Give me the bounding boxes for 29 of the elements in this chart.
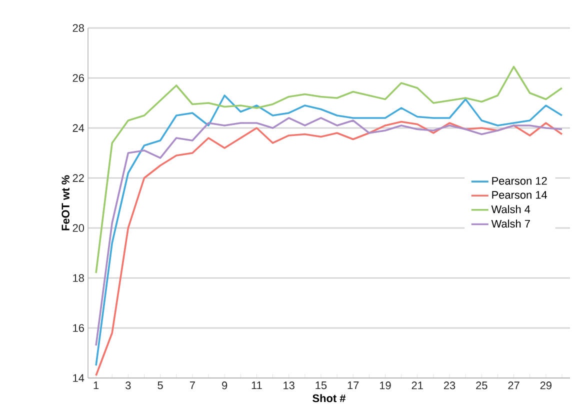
legend-label: Pearson 12	[492, 177, 547, 185]
x-axis-title: Shot #	[312, 394, 346, 402]
y-tick-label: 16	[73, 324, 84, 332]
x-tick-label: 19	[380, 382, 391, 390]
x-tick-label: 11	[252, 382, 262, 390]
x-tick-label: 9	[222, 382, 228, 390]
x-tick-label: 1	[94, 382, 99, 390]
x-tick-label: 17	[348, 382, 359, 390]
x-tick-label: 21	[412, 382, 423, 390]
x-tick-label: 13	[284, 382, 294, 390]
x-tick-label: 23	[444, 382, 456, 390]
y-tick-label: 20	[72, 224, 84, 232]
x-tick-label: 3	[126, 382, 131, 390]
x-tick-label: 29	[540, 382, 552, 390]
y-tick-label: 26	[72, 74, 84, 82]
x-tick-label: 5	[158, 382, 163, 390]
y-tick-label: 28	[72, 24, 84, 32]
y-tick-label: 14	[73, 374, 84, 382]
x-tick-label: 25	[476, 382, 488, 390]
x-tick-label: 27	[508, 382, 520, 390]
y-tick-label: 24	[72, 124, 84, 132]
y-axis-title: FeOT wt %	[62, 175, 70, 230]
x-tick-label: 15	[316, 382, 327, 390]
x-tick-label: 7	[190, 382, 195, 390]
legend-label: Walsh 4	[491, 205, 530, 214]
legend-label: Pearson 14	[492, 191, 548, 199]
legend-label: Walsh 7	[491, 220, 530, 228]
y-tick-label: 22	[72, 174, 84, 182]
y-tick-label: 18	[73, 274, 84, 282]
